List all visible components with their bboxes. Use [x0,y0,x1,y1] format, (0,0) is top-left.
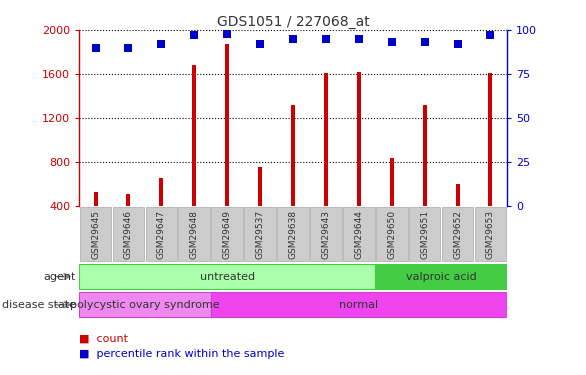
Point [486,32,495,38]
Point [387,39,396,45]
Bar [225,44,229,206]
Point [190,32,199,38]
Text: GSM29648: GSM29648 [190,210,199,259]
Bar [159,178,163,206]
FancyBboxPatch shape [113,207,144,261]
FancyBboxPatch shape [145,207,177,261]
Text: ■  count: ■ count [79,334,128,344]
FancyBboxPatch shape [179,207,210,261]
Text: agent: agent [44,272,76,282]
Point [223,30,232,36]
Point [420,39,430,45]
Point [124,45,133,51]
Text: normal: normal [339,300,379,310]
FancyBboxPatch shape [409,207,441,261]
Bar [455,184,459,206]
FancyBboxPatch shape [442,207,473,261]
FancyBboxPatch shape [212,207,243,261]
Text: GSM29647: GSM29647 [157,210,166,259]
Text: polycystic ovary syndrome: polycystic ovary syndrome [70,300,220,310]
Text: GSM29643: GSM29643 [321,210,331,259]
Point [453,41,462,47]
Bar [390,158,394,206]
FancyBboxPatch shape [211,292,507,317]
Text: GSM29652: GSM29652 [453,210,462,259]
Bar [357,72,361,206]
FancyBboxPatch shape [79,264,375,289]
FancyBboxPatch shape [375,264,507,289]
Point [288,36,298,42]
Point [255,41,265,47]
FancyBboxPatch shape [80,207,111,261]
Text: disease state: disease state [2,300,76,310]
Bar [192,65,196,206]
FancyBboxPatch shape [376,207,407,261]
Bar [489,73,492,206]
FancyBboxPatch shape [310,207,342,261]
Bar [258,166,262,206]
FancyBboxPatch shape [244,207,276,261]
Text: GDS1051 / 227068_at: GDS1051 / 227068_at [217,15,369,29]
Text: GSM29649: GSM29649 [223,210,231,259]
FancyBboxPatch shape [79,292,211,317]
FancyBboxPatch shape [343,207,374,261]
Text: valproic acid: valproic acid [406,272,476,282]
Text: GSM29651: GSM29651 [420,210,429,259]
Point [321,36,331,42]
Bar [423,105,427,206]
Point [91,45,100,51]
Text: GSM29537: GSM29537 [255,210,265,259]
Bar [94,192,97,206]
Text: GSM29650: GSM29650 [387,210,396,259]
Text: GSM29638: GSM29638 [288,210,298,259]
Bar [324,73,328,206]
Bar [291,105,295,206]
Point [156,41,166,47]
Text: GSM29653: GSM29653 [486,210,495,259]
Point [354,36,363,42]
Text: ■  percentile rank within the sample: ■ percentile rank within the sample [79,349,284,359]
FancyBboxPatch shape [475,207,506,261]
Text: untreated: untreated [200,272,255,282]
Text: GSM29646: GSM29646 [124,210,133,259]
Text: GSM29644: GSM29644 [355,210,363,259]
Text: GSM29645: GSM29645 [91,210,100,259]
FancyBboxPatch shape [277,207,309,261]
Bar [127,194,131,206]
